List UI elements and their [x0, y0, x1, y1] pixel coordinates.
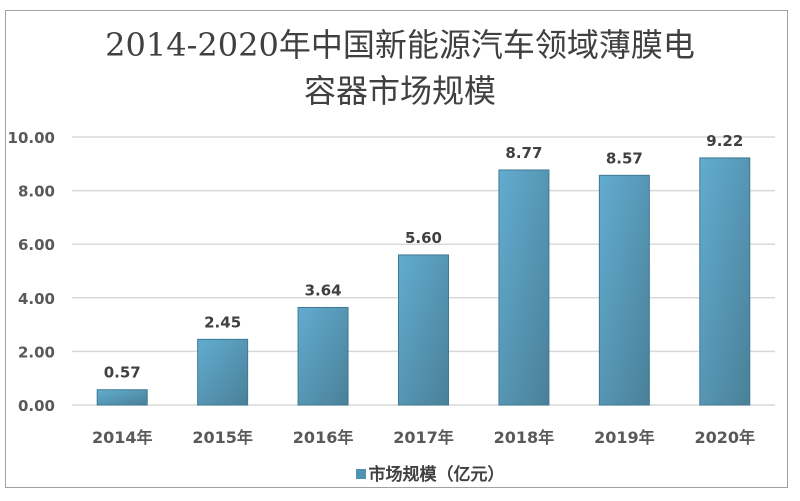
- chart-title-line-1: 2014-2020年中国新能源汽车领域薄膜电: [105, 26, 695, 64]
- y-tick-label: 8.00: [18, 183, 55, 201]
- y-tick-label: 4.00: [18, 290, 55, 308]
- data-label: 2.45: [204, 313, 241, 331]
- x-tick-label: 2016年: [293, 428, 354, 447]
- bar: [598, 174, 650, 406]
- data-label: 9.22: [706, 132, 743, 150]
- x-tick-label: 2018年: [494, 428, 555, 447]
- data-label: 5.60: [405, 229, 442, 247]
- data-label: 8.77: [505, 144, 542, 162]
- x-tick-label: 2014年: [92, 428, 153, 447]
- bar: [699, 157, 751, 406]
- bar: [398, 254, 449, 406]
- chart-title: 2014-2020年中国新能源汽车领域薄膜电 容器市场规模: [0, 22, 800, 114]
- legend-label: 市场规模（亿元）: [368, 465, 505, 485]
- chart-title-line-2: 容器市场规模: [303, 72, 496, 110]
- bar: [96, 389, 148, 406]
- x-tick-label: 2019年: [594, 428, 655, 447]
- y-tick-label: 2.00: [18, 343, 55, 361]
- legend-swatch: [355, 469, 366, 479]
- x-tick-label: 2015年: [192, 428, 253, 447]
- data-label: 0.57: [104, 364, 141, 382]
- bar: [498, 169, 550, 406]
- y-tick-label: 0.00: [18, 397, 55, 415]
- data-label: 8.57: [606, 149, 643, 167]
- y-tick-label: 10.00: [8, 129, 55, 147]
- bar: [197, 338, 249, 406]
- legend: 市场规模（亿元）: [0, 460, 800, 485]
- x-tick-label: 2017年: [393, 428, 454, 447]
- x-tick-label: 2020年: [695, 428, 756, 447]
- bar: [297, 306, 349, 406]
- y-tick-label: 6.00: [18, 236, 55, 254]
- data-label: 3.64: [305, 281, 342, 299]
- chart-frame: [5, 10, 788, 488]
